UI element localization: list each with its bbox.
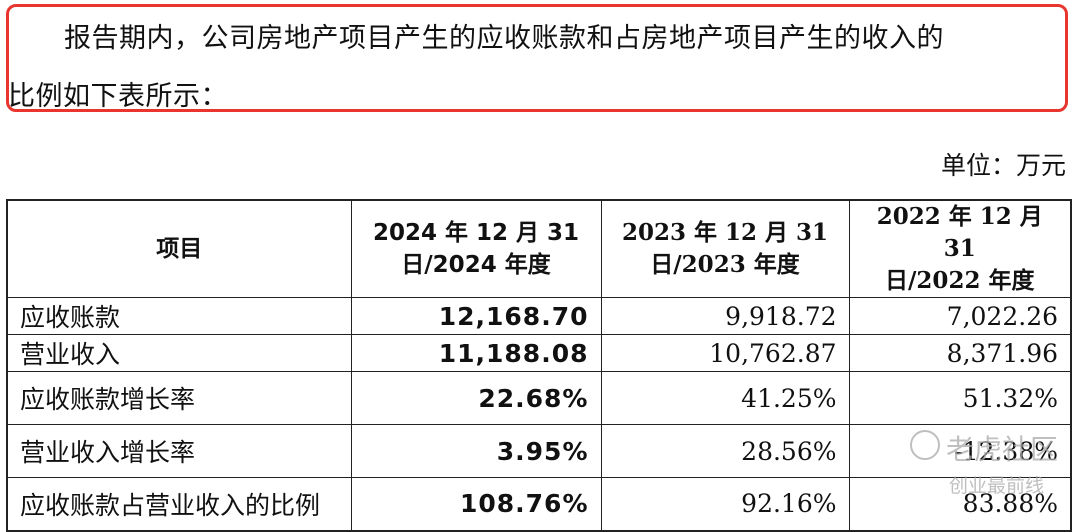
- header-item: 项目: [6, 199, 352, 298]
- row-label: 营业收入: [6, 334, 352, 372]
- paragraph-line-2: 比例如下表所示：: [8, 81, 228, 112]
- table-row: 营业收入增长率 3.95% 28.56% -12.38%: [6, 424, 1072, 478]
- row-label: 应收账款占营业收入的比例: [6, 477, 352, 531]
- table-row: 应收账款占营业收入的比例 108.76% 92.16% 83.88%: [6, 477, 1072, 531]
- value-2024: 108.76%: [350, 477, 602, 531]
- row-label: 营业收入增长率: [6, 424, 352, 478]
- value-2022: 7,022.26: [848, 297, 1072, 335]
- watermark-line-2: 创业最前线: [948, 475, 1044, 497]
- table-header-row: 项目 2024 年 12 月 31 日/2024 年度 2023 年 12 月 3…: [6, 199, 1072, 298]
- header-2024: 2024 年 12 月 31 日/2024 年度: [350, 199, 602, 298]
- value-2022: 51.32%: [848, 371, 1072, 425]
- value-2022: -12.38%: [848, 424, 1072, 478]
- intro-paragraph: 报告期内，公司房地产项目产生的应收账款和占房地产项目产生的收入的 比例如下表所示…: [8, 10, 1072, 126]
- value-2024: 12,168.70: [350, 297, 602, 335]
- value-2022: 8,371.96: [848, 334, 1072, 372]
- paragraph-line-1: 报告期内，公司房地产项目产生的应收账款和占房地产项目产生的收入的: [64, 23, 944, 54]
- table-row: 营业收入 11,188.08 10,762.87 8,371.96: [6, 334, 1072, 372]
- value-2023: 28.56%: [600, 424, 850, 478]
- value-2023: 92.16%: [600, 477, 850, 531]
- table-row: 应收账款 12,168.70 9,918.72 7,022.26: [6, 297, 1072, 335]
- highlight-box: [6, 4, 1068, 112]
- header-2023: 2023 年 12 月 31 日/2023 年度: [600, 199, 850, 298]
- unit-label: 单位：万元: [940, 151, 1066, 180]
- receivables-table: 项目 2024 年 12 月 31 日/2024 年度 2023 年 12 月 3…: [6, 199, 1072, 532]
- value-2023: 9,918.72: [600, 297, 850, 335]
- row-label: 应收账款: [6, 297, 352, 335]
- watermark-logo-icon: [910, 430, 940, 460]
- value-2024: 11,188.08: [350, 334, 602, 372]
- row-label: 应收账款增长率: [6, 371, 352, 425]
- value-2023: 10,762.87: [600, 334, 850, 372]
- value-2023: 41.25%: [600, 371, 850, 425]
- header-2022: 2022 年 12 月 31 日/2022 年度: [848, 199, 1072, 298]
- table-row: 应收账款增长率 22.68% 41.25% 51.32%: [6, 371, 1072, 425]
- value-2024: 22.68%: [350, 371, 602, 425]
- watermark-line-1: 老虎社区: [945, 433, 1058, 466]
- value-2024: 3.95%: [350, 424, 602, 478]
